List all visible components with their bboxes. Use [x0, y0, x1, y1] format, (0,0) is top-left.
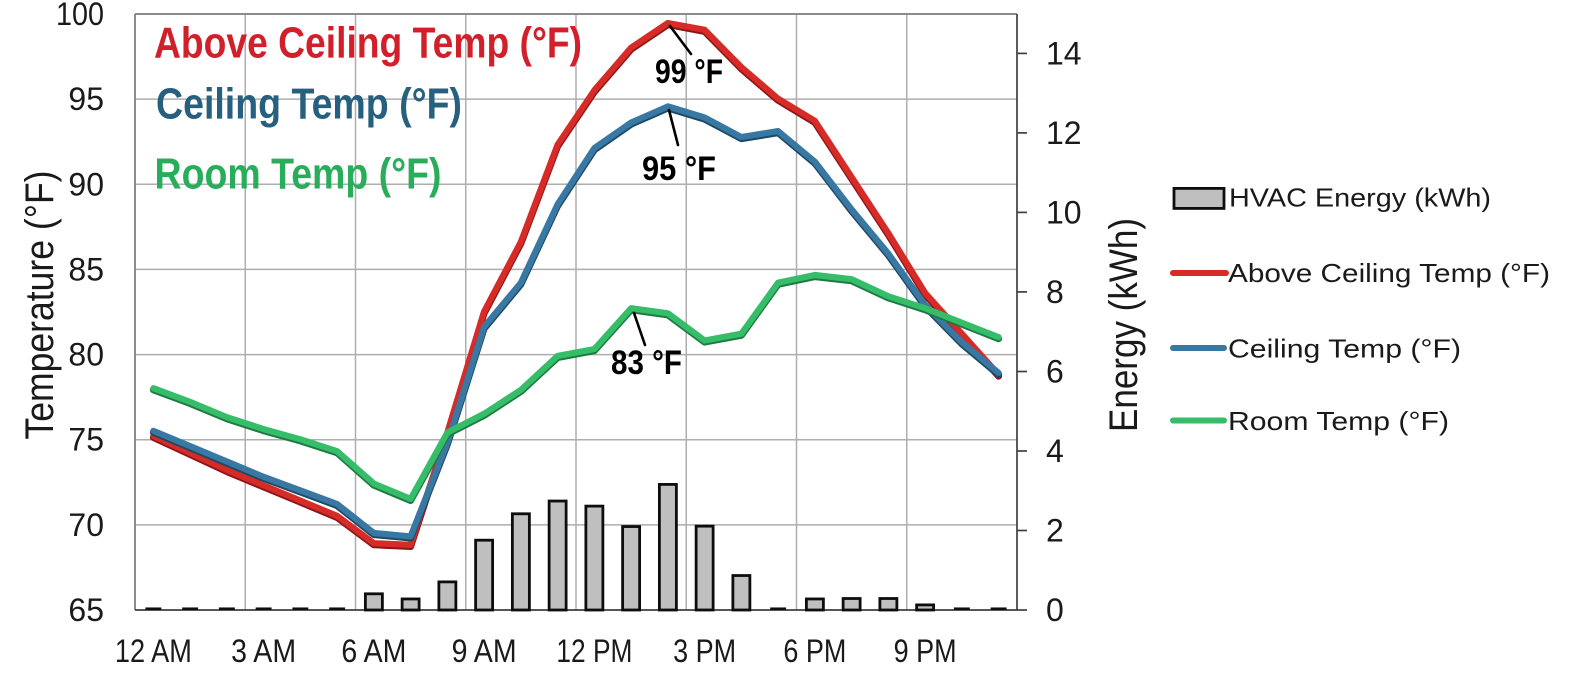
svg-text:Energy (kWh): Energy (kWh) [1102, 218, 1146, 432]
svg-text:0: 0 [1046, 592, 1064, 628]
svg-text:83 °F: 83 °F [611, 344, 682, 382]
svg-text:Above Ceiling Temp (°F): Above Ceiling Temp (°F) [1228, 258, 1550, 288]
svg-text:Room Temp (°F): Room Temp (°F) [1228, 406, 1449, 436]
svg-text:90: 90 [68, 166, 104, 202]
svg-text:Room Temp (°F): Room Temp (°F) [155, 150, 442, 199]
svg-text:HVAC Energy (kWh): HVAC Energy (kWh) [1229, 183, 1491, 213]
svg-text:12: 12 [1046, 115, 1082, 151]
svg-text:4: 4 [1046, 433, 1064, 469]
svg-text:Temperature (°F): Temperature (°F) [18, 171, 62, 440]
svg-text:100: 100 [56, 0, 104, 32]
svg-text:3 PM: 3 PM [673, 633, 736, 668]
svg-text:12 AM: 12 AM [115, 633, 192, 668]
svg-text:9 PM: 9 PM [894, 633, 957, 668]
svg-text:8: 8 [1046, 274, 1064, 310]
svg-text:12 PM: 12 PM [556, 633, 632, 668]
svg-text:65: 65 [68, 592, 104, 628]
svg-text:Above Ceiling Temp (°F): Above Ceiling Temp (°F) [154, 19, 582, 68]
svg-text:6 PM: 6 PM [783, 633, 846, 668]
svg-text:6 AM: 6 AM [341, 633, 406, 668]
svg-text:80: 80 [68, 337, 104, 373]
svg-text:6: 6 [1046, 354, 1064, 390]
svg-text:95: 95 [68, 81, 104, 117]
svg-text:85: 85 [68, 251, 104, 287]
svg-text:95 °F: 95 °F [642, 150, 716, 188]
svg-text:10: 10 [1046, 194, 1082, 230]
svg-text:14: 14 [1046, 35, 1082, 71]
svg-text:2: 2 [1046, 513, 1064, 549]
svg-text:3 AM: 3 AM [231, 633, 296, 668]
svg-text:70: 70 [68, 507, 104, 543]
svg-text:99 °F: 99 °F [655, 53, 723, 91]
svg-text:Ceiling Temp (°F): Ceiling Temp (°F) [156, 80, 462, 129]
svg-text:75: 75 [68, 422, 104, 458]
svg-text:Ceiling Temp (°F): Ceiling Temp (°F) [1228, 334, 1461, 364]
svg-text:9 AM: 9 AM [452, 633, 517, 668]
